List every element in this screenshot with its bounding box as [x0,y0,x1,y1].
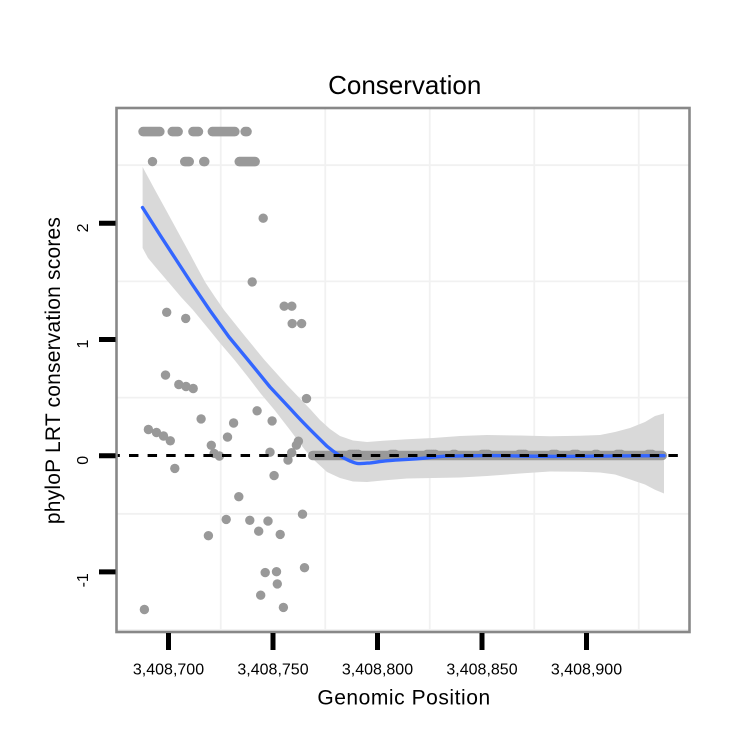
svg-text:Conservation: Conservation [328,70,481,100]
svg-text:Genomic Position: Genomic Position [317,687,490,710]
svg-text:1: 1 [75,340,92,349]
svg-text:2: 2 [75,223,92,232]
svg-text:phyloP LRT conservation scores: phyloP LRT conservation scores [42,217,65,524]
svg-text:3,408,800: 3,408,800 [342,662,413,679]
svg-text:3,408,750: 3,408,750 [237,662,308,679]
svg-text:3,408,900: 3,408,900 [551,662,622,679]
svg-text:-1: -1 [75,573,92,587]
svg-text:3,408,700: 3,408,700 [133,662,204,679]
svg-text:3,408,850: 3,408,850 [446,662,517,679]
svg-text:0: 0 [75,456,92,465]
